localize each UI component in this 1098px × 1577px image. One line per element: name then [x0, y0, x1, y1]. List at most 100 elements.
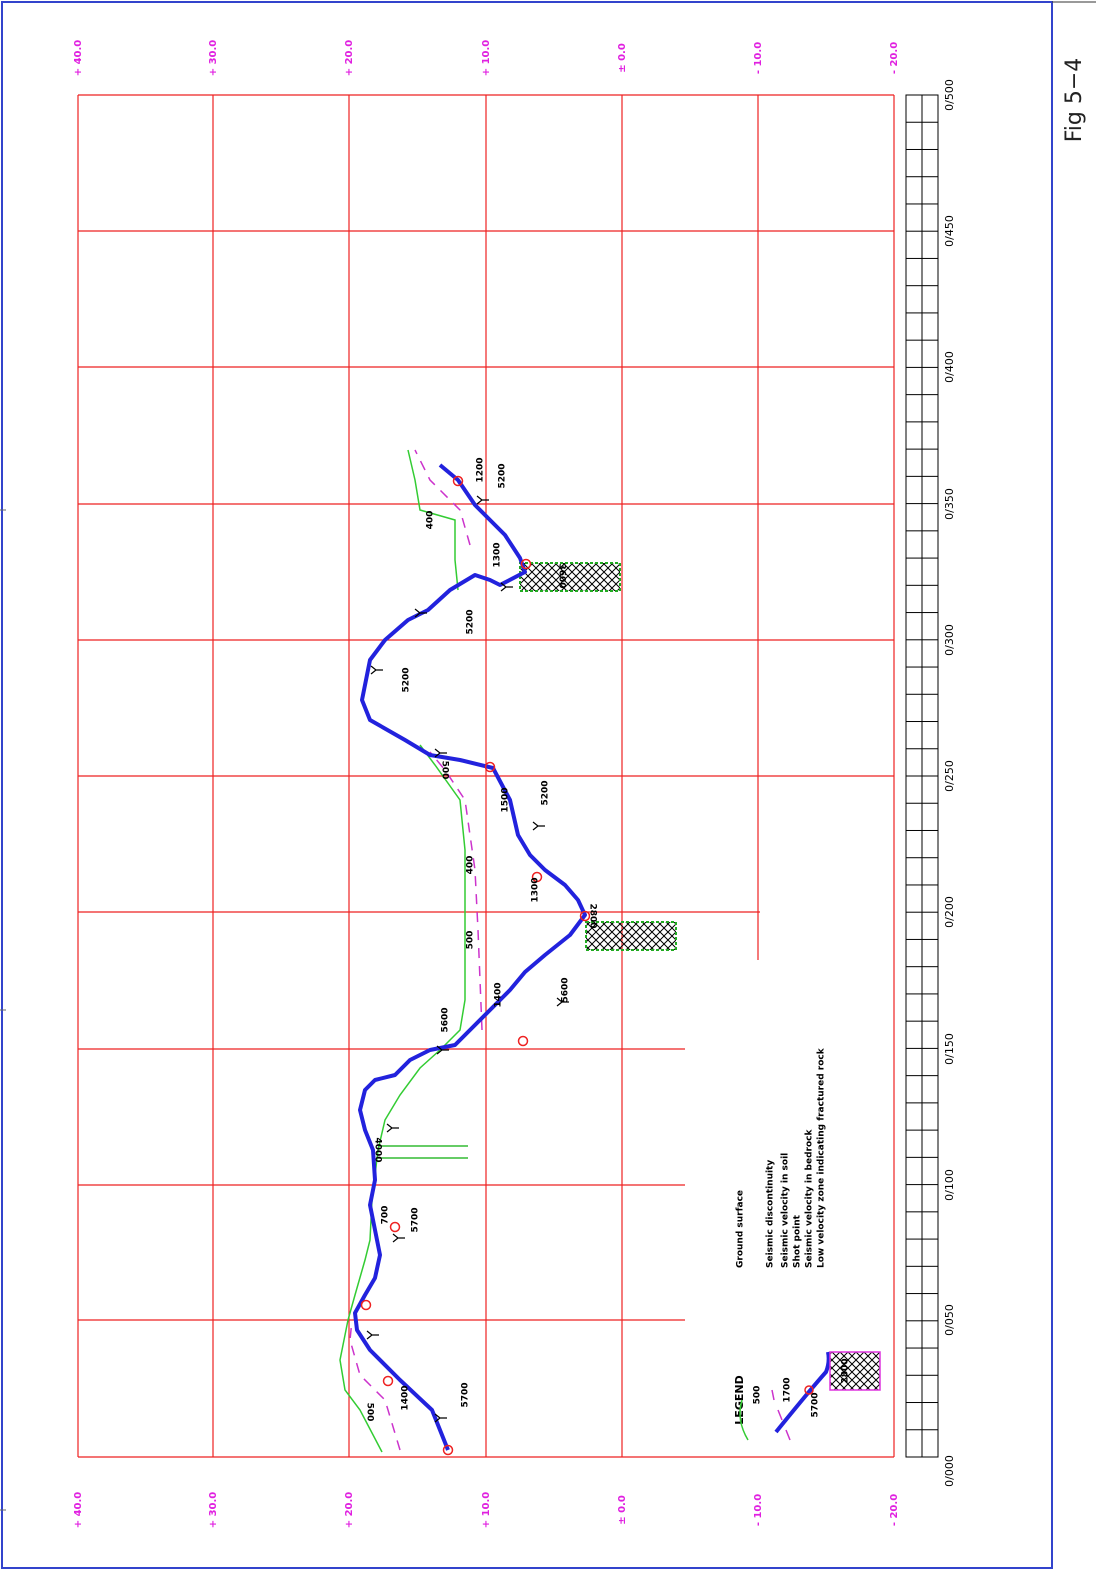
velocity-label: 5700 — [461, 1382, 471, 1407]
velocity-label: 400 — [426, 511, 436, 530]
velocity-label: 5200 — [541, 780, 551, 805]
elevation-label: + 30.0 — [208, 40, 219, 77]
low-velocity-zone — [585, 921, 677, 951]
velocity-label: 5200 — [466, 609, 476, 634]
legend-ground-sample — [739, 1399, 749, 1441]
seismic-discontinuity — [349, 1319, 401, 1451]
shot-point — [517, 1035, 529, 1047]
velocity-label: 5700 — [411, 1207, 421, 1232]
shot-point — [520, 558, 532, 570]
velocity-marker — [392, 1233, 405, 1243]
legend-title: LEGEND — [733, 1375, 746, 1424]
distance-label: 0/200 — [943, 896, 956, 928]
legend-item: Low velocity zone indicating fractured r… — [817, 1047, 827, 1268]
velocity-marker — [434, 1413, 447, 1423]
bedrock-surface — [353, 463, 587, 1451]
distance-label: 0/150 — [943, 1033, 956, 1065]
elevation-label: - 10.0 — [753, 1494, 764, 1526]
velocity-label: 4000 — [373, 1137, 383, 1162]
velocity-label: 3600 — [557, 563, 567, 588]
velocity-label: 1400 — [494, 982, 504, 1007]
legend-discontinuity-sample — [771, 1389, 791, 1441]
velocity-marker — [476, 495, 489, 505]
velocity-label: 1500 — [501, 787, 511, 812]
velocity-label: 5600 — [441, 1007, 451, 1032]
elevation-label: + 20.0 — [344, 1492, 355, 1529]
distance-label: 0/250 — [943, 760, 956, 792]
velocity-marker — [386, 1123, 399, 1133]
velocity-label: 1300 — [531, 877, 541, 902]
velocity-marker — [556, 997, 569, 1007]
shot-point — [531, 871, 543, 883]
velocity-marker — [436, 1045, 449, 1055]
velocity-marker — [366, 1330, 379, 1340]
legend-item: Seismic velocity in bedrock — [805, 1129, 815, 1268]
legend-item: Seismic discontinuity — [766, 1160, 776, 1268]
velocity-marker — [434, 748, 447, 758]
shot-points — [360, 475, 591, 1456]
elevation-label: + 10.0 — [481, 40, 492, 77]
velocity-label: 1400 — [401, 1385, 411, 1410]
sheet-border — [1, 1, 1053, 1569]
legend-item: Shot point — [793, 1214, 803, 1268]
ground-surface — [407, 449, 459, 591]
distance-label: 0/400 — [943, 351, 956, 383]
velocity-label: 500 — [466, 931, 476, 950]
velocity-marker — [500, 582, 513, 592]
shot-point — [442, 1444, 454, 1456]
velocity-marker — [370, 665, 383, 675]
figure-label: Fig 5−4 — [1062, 58, 1087, 143]
shot-point — [452, 475, 464, 487]
distance-label: 0/000 — [943, 1455, 956, 1487]
elevation-label: + 10.0 — [481, 1492, 492, 1529]
velocity-label: 500 — [365, 1403, 375, 1422]
distance-scale-bar — [905, 94, 939, 1458]
distance-label: 0/500 — [943, 79, 956, 111]
shot-point — [389, 1221, 401, 1233]
elevation-label: - 20.0 — [889, 42, 900, 74]
velocity-label: 400 — [466, 856, 476, 875]
legend-item: Ground surface — [736, 1190, 746, 1268]
elevation-label: - 10.0 — [753, 42, 764, 74]
velocity-label: 5600 — [561, 977, 571, 1002]
velocity-marker — [532, 821, 545, 831]
legend: LEGEND Ground surface Seismic discontinui… — [733, 1047, 881, 1441]
elevation-label: + 30.0 — [208, 1492, 219, 1529]
velocity-label: 5200 — [498, 463, 508, 488]
distance-label: 0/100 — [943, 1169, 956, 1201]
velocity-label: 2800 — [588, 903, 598, 928]
elevation-label: ± 0.0 — [617, 43, 628, 73]
legend-shot-sample — [804, 1385, 814, 1395]
distance-label: 0/050 — [943, 1304, 956, 1336]
elevation-label: + 20.0 — [344, 40, 355, 77]
shot-point — [484, 761, 496, 773]
legend-sample-label: 1700 — [783, 1377, 793, 1402]
shot-point — [382, 1375, 394, 1387]
velocity-label: 1200 — [476, 457, 486, 482]
velocity-label: 500 — [440, 761, 450, 780]
legend-item: Seismic velocity in soil — [781, 1153, 791, 1268]
legend-zone-sample — [829, 1351, 881, 1391]
velocity-marker — [414, 608, 427, 618]
shot-point — [360, 1299, 372, 1311]
distance-label: 0/450 — [943, 215, 956, 247]
low-velocity-zone — [519, 562, 621, 592]
legend-sample-label: 5700 — [811, 1392, 821, 1417]
seismic-discontinuity — [414, 449, 471, 546]
velocity-label: 1300 — [493, 542, 503, 567]
legend-sample-label: 500 — [753, 1386, 763, 1405]
distance-label: 0/300 — [943, 624, 956, 656]
elevation-label: + 40.0 — [73, 1492, 84, 1529]
distance-label: 0/350 — [943, 488, 956, 520]
velocity-label: 700 — [381, 1206, 391, 1225]
ground-surface — [339, 744, 466, 1453]
elevation-label: - 20.0 — [889, 1494, 900, 1526]
shot-point — [579, 910, 591, 922]
legend-bedrock-sample — [774, 1351, 831, 1434]
legend-sample-label: 2800 — [841, 1358, 851, 1383]
velocity-label: 5200 — [402, 667, 412, 692]
elevation-label: ± 0.0 — [617, 1495, 628, 1525]
grid: + 40.0 + 40.0 + 30.0 + 30.0 + 20.0 + 20.0 + 10… — [73, 40, 956, 1529]
velocity-labels: 5700 1400 500 700 5700 4000 5600 1400 500 5600 130… — [365, 457, 598, 1421]
